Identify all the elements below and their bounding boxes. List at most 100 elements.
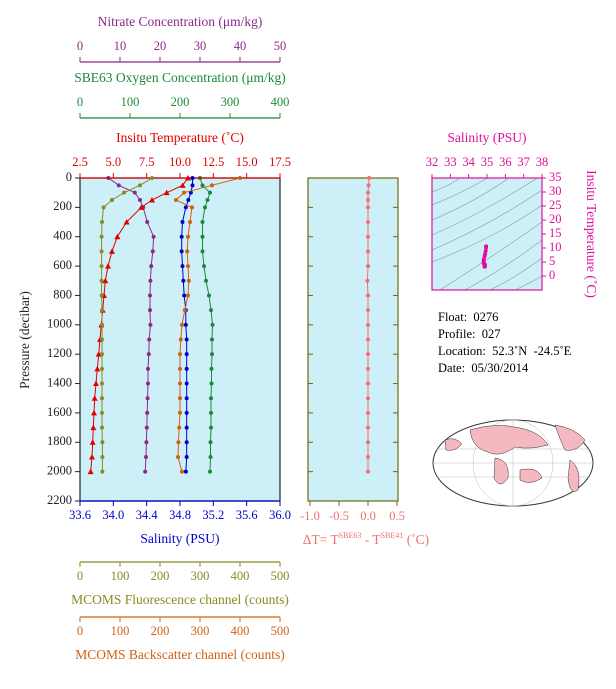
y-tick-label: 400 <box>53 229 72 243</box>
delta-plot-area <box>308 178 398 501</box>
x-tick-label: 35 <box>481 155 494 169</box>
x-tick-label: 100 <box>121 95 140 109</box>
x-tick-label: -0.5 <box>329 509 349 523</box>
delta-marker <box>366 337 370 342</box>
profile-marker <box>100 220 104 225</box>
profile-marker <box>186 234 190 239</box>
profile-marker <box>132 190 137 195</box>
profile-marker <box>144 425 149 430</box>
profile-marker <box>100 322 104 327</box>
delta-marker <box>366 264 370 269</box>
x-tick-label: 33 <box>444 155 457 169</box>
y-tick-label: 600 <box>53 258 72 272</box>
float-info: Float: 0276 <box>438 310 498 324</box>
x-tick-label: -1.0 <box>300 509 320 523</box>
x-tick-label: 7.5 <box>139 155 155 169</box>
profile-marker <box>100 440 105 445</box>
delta-marker <box>366 366 370 371</box>
profile-marker <box>145 410 150 415</box>
y-tick-label: 20 <box>549 212 562 226</box>
y-tick-label: 1000 <box>47 317 72 331</box>
profile-marker <box>184 410 189 415</box>
x-tick-label: 15.0 <box>236 155 258 169</box>
profile-marker <box>89 453 95 460</box>
profile-marker <box>151 234 156 239</box>
profile-marker <box>200 183 205 188</box>
delta-marker <box>366 410 370 415</box>
x-axis-title: ΔT= TSBE63 - TSBE41 (˚C) <box>303 531 429 547</box>
profile-marker <box>138 204 145 210</box>
profile-marker <box>149 264 154 269</box>
profile-marker <box>186 198 191 203</box>
delta-marker <box>366 293 370 298</box>
profile-marker <box>100 381 104 386</box>
profile-marker <box>181 278 186 283</box>
x-tick-label: 17.5 <box>269 155 291 169</box>
profile-marker <box>238 176 242 180</box>
profile-marker <box>146 381 150 386</box>
x-tick-label: 35.6 <box>236 508 258 522</box>
delta-frame <box>307 177 399 502</box>
profile-marker <box>176 454 180 459</box>
profile-marker <box>100 396 104 401</box>
profile-marker <box>208 469 212 474</box>
ts-title: Salinity (PSU) <box>447 130 526 145</box>
profile-marker <box>200 249 205 254</box>
x-tick-label: 20 <box>154 39 167 53</box>
x-tick-label: 400 <box>231 624 250 638</box>
profile-marker <box>93 380 99 387</box>
profile-marker <box>208 440 213 445</box>
ts-plot-area <box>432 178 542 290</box>
delta-marker <box>366 308 370 313</box>
ts-point <box>483 248 488 253</box>
profile-marker <box>99 249 104 254</box>
profile-marker <box>100 469 105 474</box>
profile-marker <box>100 425 104 430</box>
profile-marker <box>202 264 206 269</box>
x-axis-title-part: - T <box>361 532 381 547</box>
profile-marker <box>99 234 104 239</box>
profile-marker <box>200 220 205 225</box>
delta-marker <box>366 381 370 386</box>
x-tick-label: 100 <box>111 624 130 638</box>
profile-marker <box>184 425 189 430</box>
profile-marker <box>99 264 104 269</box>
y-tick-label: 35 <box>549 170 562 184</box>
profile-marker <box>145 220 150 225</box>
delta-marker <box>366 198 370 203</box>
profile-marker <box>209 396 213 401</box>
y-tick-label: 10 <box>549 240 562 254</box>
delta-marker <box>366 249 370 254</box>
profile-marker <box>122 190 126 195</box>
profile-marker <box>100 410 104 415</box>
y-tick-label: 0 <box>66 170 72 184</box>
profile-marker <box>178 337 183 342</box>
profile-marker <box>188 220 192 225</box>
profile-marker <box>180 220 185 225</box>
ts-point <box>482 264 487 269</box>
x-tick-label: 37 <box>517 155 530 169</box>
y-tick-label: 2200 <box>47 493 72 507</box>
profile-marker <box>148 308 152 313</box>
profile-marker <box>210 322 215 327</box>
delta-marker <box>366 234 370 239</box>
x-tick-label: 32 <box>426 155 439 169</box>
profile-marker <box>144 454 148 459</box>
x-axis-title: MCOMS Backscatter channel (counts) <box>75 647 285 662</box>
y-tick-label: 5 <box>549 254 555 268</box>
profile-marker <box>182 190 186 195</box>
delta-marker <box>367 176 372 180</box>
profile-marker <box>178 366 182 371</box>
profile-marker <box>99 293 104 298</box>
profile-marker <box>148 322 153 327</box>
delta-marker <box>366 322 370 327</box>
x-tick-label: 36 <box>499 155 512 169</box>
profile-marker <box>209 425 213 430</box>
x-tick-label: 38 <box>536 155 549 169</box>
profile-marker <box>100 366 104 371</box>
profile-marker <box>184 381 189 386</box>
profile-marker <box>209 366 214 371</box>
x-axis-title-part: ΔT= T <box>303 532 340 547</box>
x-axis-title: MCOMS Fluorescence channel (counts) <box>71 592 289 607</box>
x-tick-label: 400 <box>271 95 290 109</box>
